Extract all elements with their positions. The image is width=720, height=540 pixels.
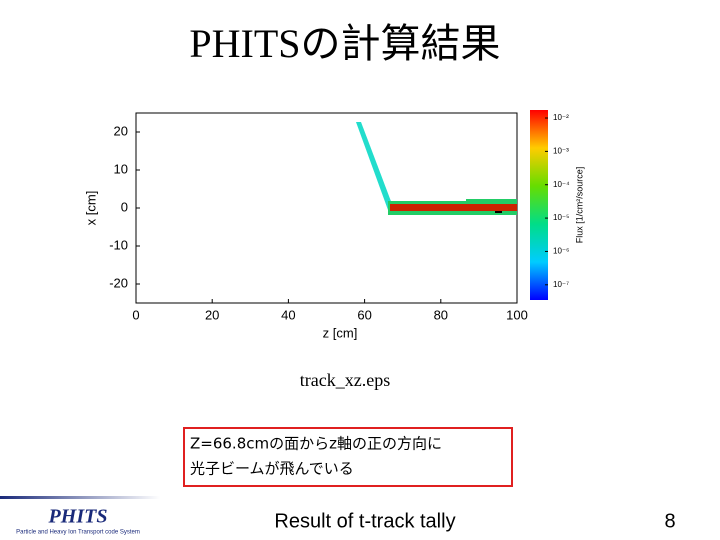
x-tick-label: 100 xyxy=(506,307,528,322)
slide-title: PHITSの計算結果 xyxy=(189,21,500,66)
track-cyan xyxy=(356,122,392,210)
colorbar-tick-label: 10⁻⁴ xyxy=(553,180,570,189)
track-dark xyxy=(495,211,502,213)
track-red xyxy=(390,204,517,211)
y-tick-label: 20 xyxy=(114,123,128,138)
plot: z [cm] x [cm] Flux [1/cm²/source] 0 20 40 6… xyxy=(83,110,584,340)
x-tick-label: 60 xyxy=(357,307,371,322)
colorbar-label: Flux [1/cm²/source] xyxy=(574,167,584,244)
y-tick-label: 0 xyxy=(121,199,128,214)
note-line: Z=66.8cmの面からz軸の正の方向に xyxy=(190,435,442,453)
colorbar xyxy=(530,110,548,300)
y-tick-label: 10 xyxy=(114,161,128,176)
y-axis-label: x [cm] xyxy=(83,191,98,226)
logo-subtitle: Particle and Heavy Ion Transport code Sy… xyxy=(16,530,140,536)
colorbar-tick-label: 10⁻⁵ xyxy=(553,213,569,222)
x-tick-label: 20 xyxy=(205,307,219,322)
note-line: 光子ビームが飛んでいる xyxy=(190,460,354,478)
page-number: 8 xyxy=(664,510,675,532)
colorbar-tick-label: 10⁻⁷ xyxy=(553,280,569,289)
x-tick-label: 0 xyxy=(132,307,139,322)
footer-text: Result of t-track tally xyxy=(274,510,455,532)
x-tick-label: 40 xyxy=(281,307,295,322)
x-axis-label: z [cm] xyxy=(323,325,358,340)
logo: PHITS xyxy=(48,506,108,528)
y-tick-label: -10 xyxy=(109,237,128,252)
note-box xyxy=(183,427,513,487)
colorbar-tick-label: 10⁻⁶ xyxy=(553,247,569,256)
y-tick-label: -20 xyxy=(109,275,128,290)
x-tick-label: 80 xyxy=(434,307,448,322)
colorbar-tick-label: 10⁻³ xyxy=(553,146,569,155)
caption: track_xz.eps xyxy=(300,370,390,390)
track-green-upper xyxy=(466,199,517,202)
colorbar-tick-label: 10⁻² xyxy=(553,113,569,122)
footer-rule xyxy=(0,496,160,499)
